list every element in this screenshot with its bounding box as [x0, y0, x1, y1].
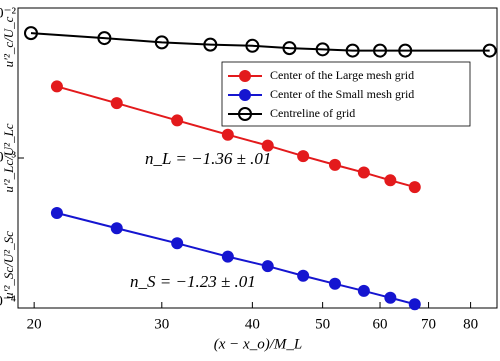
y-axis-label: u′²_Sc/U²_Sc [1, 231, 16, 299]
legend-label: Center of the Large mesh grid [270, 68, 414, 82]
data-point [482, 43, 497, 58]
legend-label: Center of the Small mesh grid [270, 87, 414, 101]
data-point [97, 31, 112, 46]
x-tick-label: 50 [315, 316, 330, 332]
data-point [408, 298, 421, 311]
x-tick-label: 60 [373, 316, 388, 332]
series-line [56, 85, 416, 189]
data-point [261, 139, 274, 152]
x-axis-label: (x − x_o)/M_L [214, 336, 302, 352]
data-point [171, 114, 184, 127]
data-point [171, 237, 184, 250]
data-point [110, 222, 123, 235]
data-point [384, 174, 397, 187]
y-axis-label: u′²_c/U_c [1, 16, 16, 67]
data-point [398, 43, 413, 58]
y-axis-label: u′²_Lc/U²_Lc [1, 123, 16, 192]
data-point [357, 166, 370, 179]
y-tick-label: 10⁻² [0, 5, 16, 21]
legend-marker [239, 70, 251, 82]
data-point [261, 260, 274, 273]
data-point [328, 158, 341, 171]
x-tick-label: 30 [154, 316, 169, 332]
data-point [373, 43, 388, 58]
legend-marker [239, 89, 251, 101]
data-point [154, 35, 169, 50]
data-point [50, 206, 63, 219]
x-tick-label: 70 [421, 316, 436, 332]
data-point [297, 269, 310, 282]
data-point [23, 26, 38, 41]
legend-label: Centreline of grid [270, 106, 355, 120]
x-tick-label: 80 [463, 316, 478, 332]
data-point [384, 291, 397, 304]
series-line [56, 212, 416, 306]
data-point [203, 37, 218, 52]
legend-box [221, 61, 471, 127]
y-tick-label: 10⁻³ [0, 149, 16, 165]
data-point [345, 43, 360, 58]
x-tick-label: 20 [27, 316, 42, 332]
series-line [30, 32, 490, 52]
data-point [221, 250, 234, 263]
y-tick-label: 10⁻⁴ [0, 293, 16, 309]
data-point [315, 42, 330, 57]
data-point [110, 97, 123, 110]
data-point [221, 128, 234, 141]
x-tick-label: 40 [245, 316, 260, 332]
legend-marker [238, 107, 252, 121]
annotation: n_S = −1.23 ± .01 [130, 272, 256, 291]
data-point [328, 277, 341, 290]
data-point [357, 284, 370, 297]
data-point [408, 181, 421, 194]
data-point [282, 41, 297, 56]
data-point [50, 80, 63, 93]
data-point [245, 38, 260, 53]
annotation: n_L = −1.36 ± .01 [145, 149, 271, 168]
data-point [297, 150, 310, 163]
